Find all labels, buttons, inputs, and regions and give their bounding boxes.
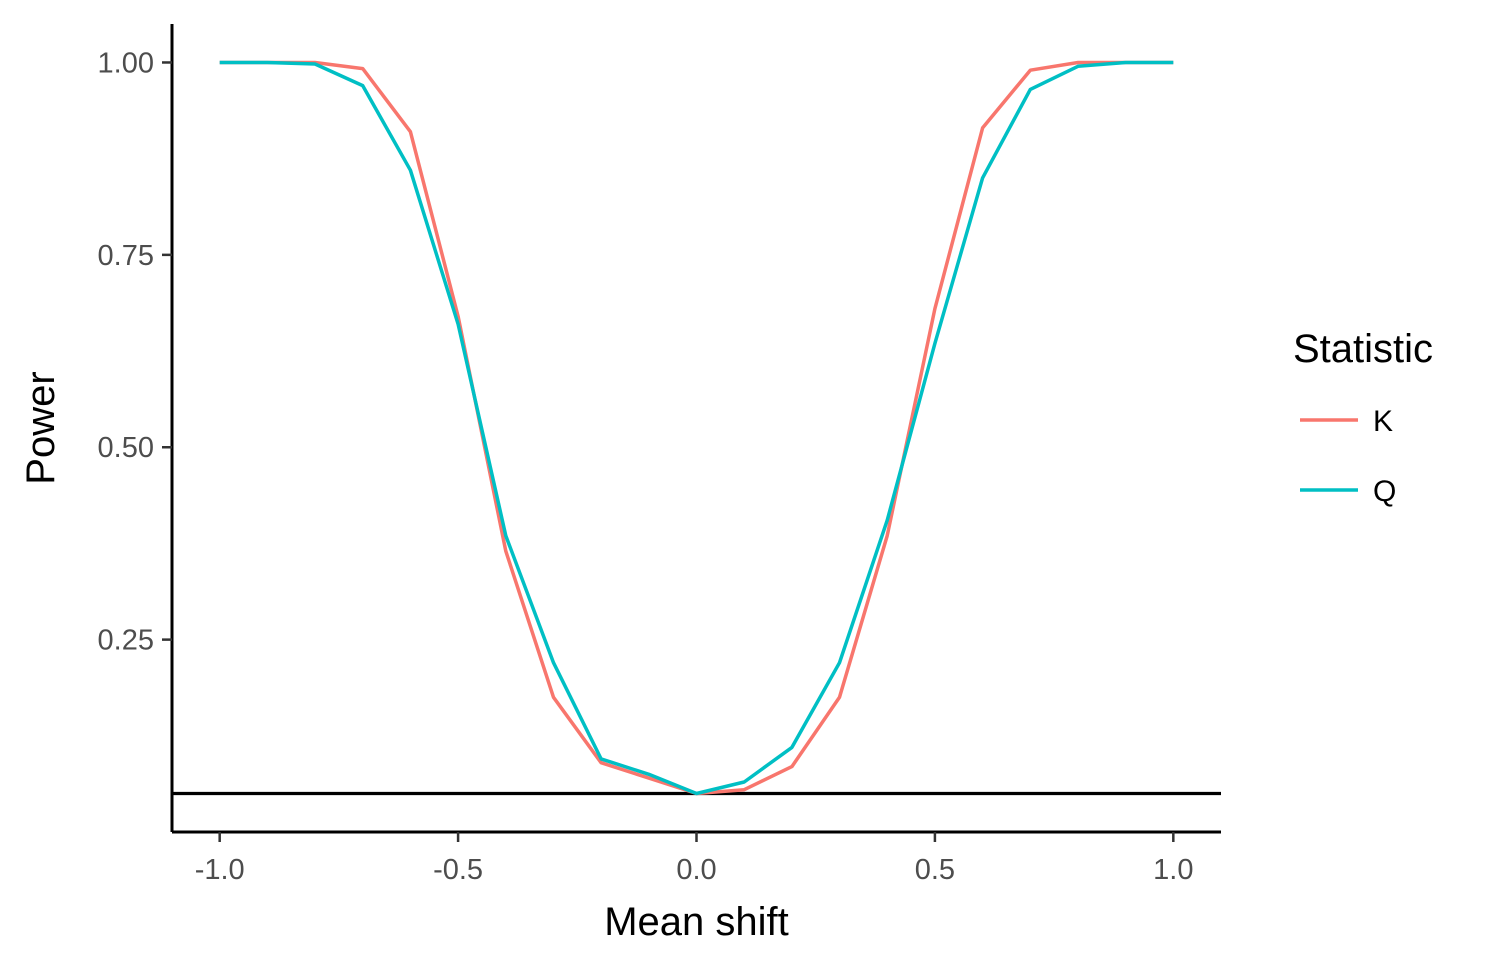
x-tick-label: 1.0 bbox=[1153, 854, 1193, 886]
legend-items: KQ bbox=[1300, 405, 1396, 508]
y-tick-label: 0.75 bbox=[98, 240, 154, 272]
legend-label-k: K bbox=[1373, 405, 1393, 438]
x-tick-label: -1.0 bbox=[195, 854, 245, 886]
y-tick-label: 0.50 bbox=[98, 432, 154, 464]
series-layer bbox=[219, 60, 1174, 796]
x-tick-label: 0.0 bbox=[676, 854, 716, 886]
x-ticks: -1.0 -0.5 0.0 0.5 1.0 bbox=[195, 832, 1193, 886]
legend-label-q: Q bbox=[1373, 475, 1396, 508]
x-tick-label: 0.5 bbox=[915, 854, 955, 886]
axes-layer bbox=[170, 24, 1221, 834]
legend-title: Statistic bbox=[1293, 327, 1433, 371]
series-line-k bbox=[219, 60, 1174, 796]
series-line-q bbox=[219, 60, 1174, 796]
x-axis-title: Mean shift bbox=[604, 900, 789, 944]
legend: Statistic KQ bbox=[1293, 327, 1433, 508]
y-axis-title: Power bbox=[19, 371, 63, 484]
y-tick-label: 0.25 bbox=[98, 625, 154, 657]
x-tick-label: -0.5 bbox=[433, 854, 483, 886]
y-tick-label: 1.00 bbox=[98, 47, 154, 79]
y-ticks: 0.25 0.50 0.75 1.00 bbox=[98, 47, 172, 657]
